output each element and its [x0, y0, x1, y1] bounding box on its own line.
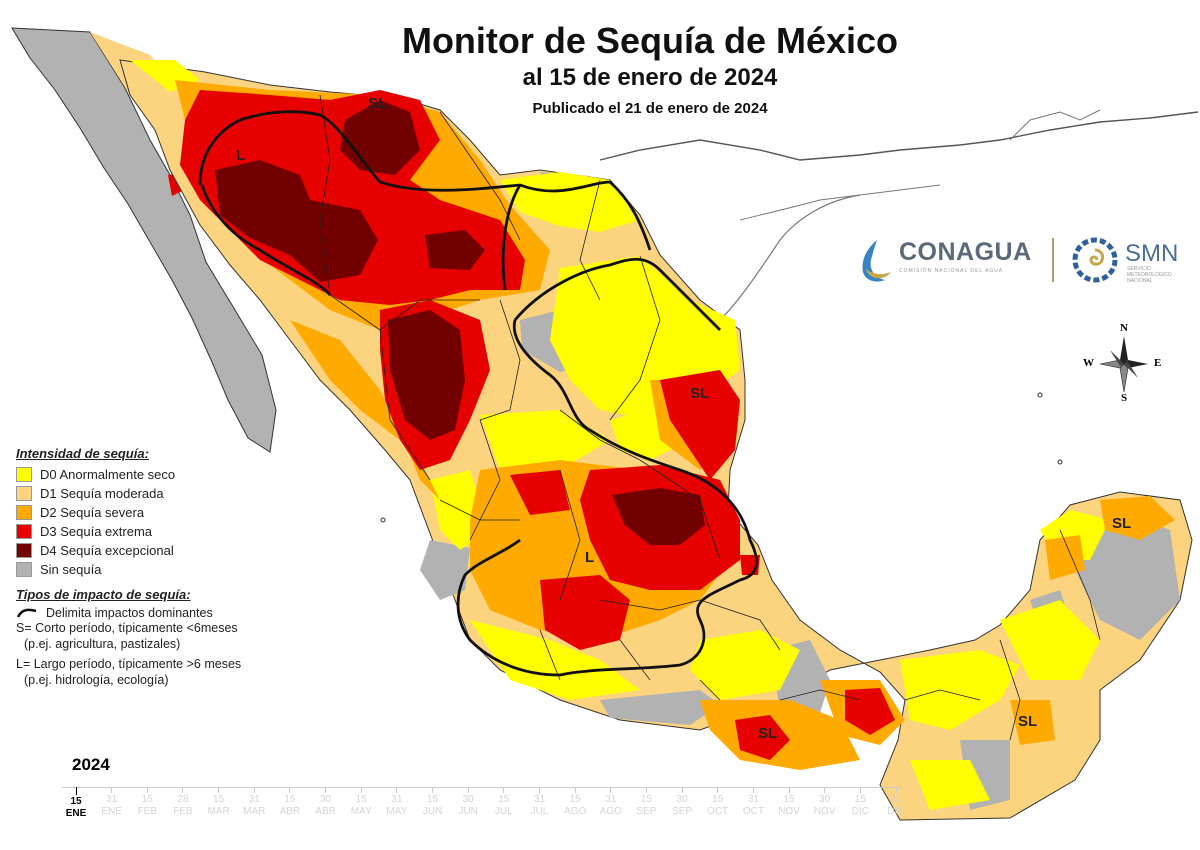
gulf-inner-coast — [739, 184, 941, 221]
timeline-tick: 15 NOV — [774, 787, 804, 818]
timeline: 2024 15 ENE 31 ENE 15 FEB 28 FEB 15 MAR 31 MAR 15 ABR… — [62, 755, 912, 845]
compass-icon — [1099, 336, 1148, 393]
timeline-tick: 15 OCT — [703, 787, 733, 818]
legend-label: D3 Sequía extrema — [40, 524, 153, 539]
map-label-central: L — [585, 549, 594, 566]
us-coastline — [599, 111, 1199, 161]
map-subtitle: al 15 de enero de 2024 — [522, 64, 778, 91]
legend-label: D1 Sequía moderada — [40, 486, 164, 501]
compass-s: S — [1121, 392, 1128, 404]
smn-logo-text: SMN — [1125, 240, 1179, 267]
timeline-tick: 31 ENE — [97, 787, 127, 818]
conagua-logo-subtext: COMISIÓN NACIONAL DEL AGUA — [899, 268, 1004, 274]
logo-separator — [1052, 238, 1054, 282]
legend-categories: D0 Anormalmente seco D1 Sequía moderada D2… — [16, 465, 316, 579]
map-label-sonora: SL — [368, 95, 387, 112]
timeline-tick: 30 SEP — [667, 787, 697, 818]
legend-swatch — [16, 543, 32, 558]
impact-boundary-lines — [198, 110, 758, 677]
island-dot — [380, 517, 386, 523]
conagua-logo-text: CONAGUA — [899, 238, 1032, 266]
map-label-tamaulipas: SL — [690, 385, 709, 402]
timeline-tick: 15 DIC — [845, 787, 875, 818]
legend-item-d0: D0 Anormalmente seco — [16, 465, 316, 484]
timeline-axis — [62, 787, 902, 788]
map-title: Monitor de Sequía de México — [401, 20, 899, 61]
map-label-yucatan: SL — [1112, 515, 1131, 532]
legend-intensity-heading: Intensidad de sequía: — [16, 446, 149, 461]
timeline-tick: 31 AGO — [596, 787, 626, 818]
compass-n: N — [1120, 322, 1128, 334]
legend-item-d3: D3 Sequía extrema — [16, 522, 316, 541]
smn-logo-subtext: SERVICIO METEOROLÓGICO NACIONAL — [1127, 266, 1172, 284]
timeline-tick: 15 JUL — [489, 787, 519, 818]
timeline-tick: 28 FEB — [168, 787, 198, 818]
legend-label: D2 Sequía severa — [40, 505, 145, 520]
smn-logo-mark — [1072, 237, 1118, 283]
timeline-tick: 15 JUN — [418, 787, 448, 818]
legend-swatch — [16, 562, 32, 577]
map-label-chihuahua: L — [236, 147, 245, 164]
timeline-tick: 15 MAR — [204, 787, 234, 818]
conagua-logo-mark — [862, 240, 891, 282]
legend-swatch — [16, 524, 32, 539]
legend-short-term-text: S= Corto período, típicamente <6meses — [16, 621, 238, 635]
impact-line-icon — [16, 608, 37, 618]
legend-swatch — [16, 486, 32, 501]
map-label-quintana-roo: SL — [1018, 713, 1037, 730]
timeline-tick: 15 ABR — [275, 787, 305, 818]
baja-california — [11, 27, 277, 453]
timeline-tick: 15 SEP — [631, 787, 661, 818]
compass-w: W — [1083, 357, 1094, 369]
timeline-tick: 30 NOV — [810, 787, 840, 818]
island-dot — [1037, 392, 1043, 398]
timeline-tick: 31 MAR — [239, 787, 269, 818]
timeline-tick: 31 MAY — [382, 787, 412, 818]
timeline-tick: 31 DIC — [881, 787, 911, 818]
compass-e: E — [1154, 357, 1162, 369]
legend-impact-line-label: Delimita impactos dominantes — [46, 606, 213, 620]
state-borders — [319, 94, 1101, 741]
published-date: Publicado el 21 de enero de 2024 — [532, 100, 768, 117]
legend-long-term-text: L= Largo período, típicamente >6 meses — [16, 657, 242, 671]
map-label-guerrero: SL — [758, 725, 777, 742]
legend-long-term-examples: (p.ej. hidrología, ecología) — [24, 673, 169, 687]
us-texas-coast — [719, 194, 861, 321]
timeline-tick: 31 OCT — [738, 787, 768, 818]
legend-impact-line-row: Delimita impactos dominantes — [16, 606, 316, 620]
legend-short-term-examples: (p.ej. agricultura, pastizales) — [24, 637, 181, 651]
legend-label: D0 Anormalmente seco — [40, 467, 176, 482]
timeline-tick: 15 MAY — [346, 787, 376, 818]
florida-coast — [1009, 109, 1101, 141]
legend-item-d2: D2 Sequía severa — [16, 503, 316, 522]
timeline-tick: 15 FEB — [132, 787, 162, 818]
legend-swatch — [16, 467, 32, 482]
legend-item-d1: D1 Sequía moderada — [16, 484, 316, 503]
timeline-tick: 30 JUN — [453, 787, 483, 818]
island-dot — [1057, 459, 1063, 465]
timeline-tick: 31 JUL — [524, 787, 554, 818]
legend-impact-heading: Tipos de impacto de sequía: — [16, 587, 191, 602]
legend-label: D4 Sequía excepcional — [40, 543, 174, 558]
legend-item-none: Sin sequía — [16, 560, 316, 579]
timeline-tick: 15 AGO — [560, 787, 590, 818]
legend-long-term: L= Largo período, típicamente >6 meses (… — [16, 656, 316, 688]
legend-swatch — [16, 505, 32, 520]
timeline-tick: 15 ENE — [61, 787, 91, 820]
legend-short-term: S= Corto período, típicamente <6meses (p… — [16, 620, 316, 652]
timeline-tick: 30 ABR — [311, 787, 341, 818]
legend-label: Sin sequía — [40, 562, 102, 577]
timeline-year: 2024 — [72, 755, 110, 774]
compass-rose: N S W E — [1080, 322, 1168, 406]
logos: CONAGUA COMISIÓN NACIONAL DEL AGUA SMN S… — [855, 232, 1195, 292]
legend-item-d4: D4 Sequía excepcional — [16, 541, 316, 560]
legend: Intensidad de sequía: D0 Anormalmente se… — [16, 446, 316, 688]
